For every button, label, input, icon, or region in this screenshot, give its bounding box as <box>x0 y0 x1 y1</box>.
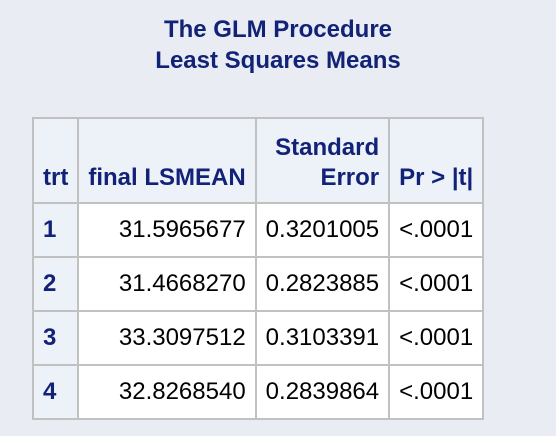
lsmeans-table: trt final LSMEAN Standard Error Pr > |t|… <box>31 117 485 420</box>
column-header-trt: trt <box>31 117 80 204</box>
titles: The GLM Procedure Least Squares Means <box>0 14 556 76</box>
trt-cell: 2 <box>31 256 80 312</box>
standard-error-header-line1: Standard <box>275 134 380 161</box>
column-header-standard-error: Standard Error <box>254 117 391 204</box>
lsmean-cell: 31.5965677 <box>77 202 257 258</box>
lsmean-cell: 32.8268540 <box>77 364 257 420</box>
column-header-p-value: Pr > |t| <box>388 117 485 204</box>
standard-error-header-line2: Error <box>320 164 380 191</box>
trt-cell: 1 <box>31 202 80 258</box>
p-value-cell: <.0001 <box>388 256 485 312</box>
p-value-cell: <.0001 <box>388 202 485 258</box>
standard-error-cell: 0.3103391 <box>254 310 391 366</box>
p-value-cell: <.0001 <box>388 310 485 366</box>
lsmean-cell: 31.4668270 <box>77 256 257 312</box>
trt-cell: 4 <box>31 364 80 420</box>
p-value-cell: <.0001 <box>388 364 485 420</box>
standard-error-cell: 0.2839864 <box>254 364 391 420</box>
standard-error-cell: 0.3201005 <box>254 202 391 258</box>
standard-error-cell: 0.2823885 <box>254 256 391 312</box>
table-header-row: trt final LSMEAN Standard Error Pr > |t| <box>31 117 485 204</box>
table-row: 3 33.3097512 0.3103391 <.0001 <box>31 310 485 366</box>
column-header-lsmean: final LSMEAN <box>77 117 257 204</box>
lsmean-cell: 33.3097512 <box>77 310 257 366</box>
procedure-title: The GLM Procedure <box>163 16 393 43</box>
trt-cell: 3 <box>31 310 80 366</box>
table-row: 4 32.8268540 0.2839864 <.0001 <box>31 364 485 420</box>
table-row: 1 31.5965677 0.3201005 <.0001 <box>31 202 485 258</box>
table-row: 2 31.4668270 0.2823885 <.0001 <box>31 256 485 312</box>
lsmeans-title: Least Squares Means <box>155 47 401 74</box>
